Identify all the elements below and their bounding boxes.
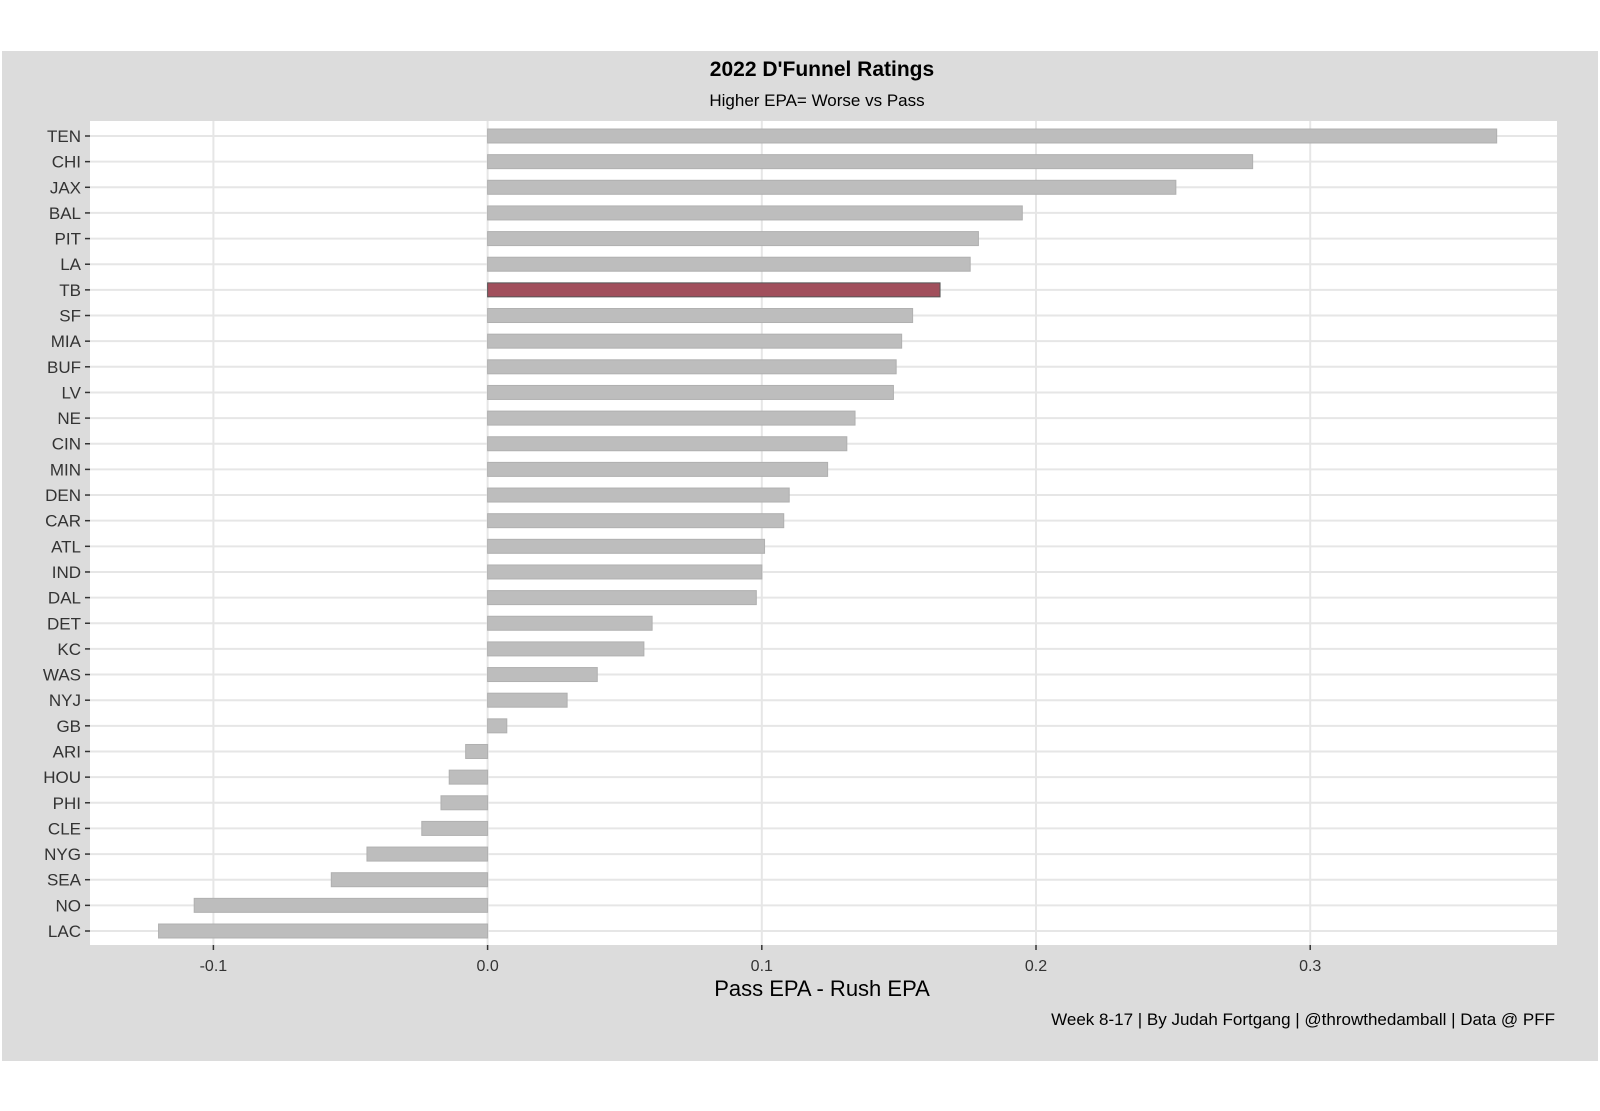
y-tick-label: TB <box>59 281 81 300</box>
y-tick-label: ARI <box>53 742 81 761</box>
x-tick-label: 0.1 <box>751 958 773 975</box>
y-tick-label: SF <box>59 307 81 326</box>
bar-cin <box>487 436 848 452</box>
y-tick-label: NYJ <box>49 691 81 710</box>
bar-gb <box>487 718 508 734</box>
bar-tb <box>487 282 941 298</box>
y-tick-label: BAL <box>49 204 81 223</box>
bar-nyj <box>487 692 568 708</box>
y-tick-label: CIN <box>52 435 81 454</box>
bar-ari <box>465 743 489 759</box>
bar-chi <box>487 154 1254 170</box>
chart: 2022 D'Funnel Ratings Higher EPA= Worse … <box>43 58 1557 1029</box>
bar-kc <box>487 641 645 657</box>
y-tick-label: CHI <box>52 153 81 172</box>
chart-subtitle: Higher EPA= Worse vs Pass <box>709 91 924 110</box>
bar-ten <box>487 128 1498 144</box>
bar-lac <box>158 923 489 939</box>
bar-den <box>487 487 790 503</box>
bar-phi <box>440 795 489 811</box>
bar-jax <box>487 179 1177 195</box>
y-tick-label: MIA <box>51 332 82 351</box>
x-axis: -0.1 0.0 0.1 0.2 0.3 <box>200 945 1321 975</box>
y-tick-label: MIN <box>50 460 81 479</box>
y-tick-label: ATL <box>51 537 81 556</box>
bar-ind <box>487 564 763 580</box>
bar-pit <box>487 231 979 247</box>
y-tick-label: CAR <box>45 512 81 531</box>
y-tick-label: CLE <box>48 819 81 838</box>
bar-ne <box>487 410 856 426</box>
y-tick-label: NYG <box>44 845 81 864</box>
y-tick-label: PIT <box>55 230 81 249</box>
bar-no <box>193 897 489 913</box>
y-axis: TEN CHI JAX BAL PIT LA TB SF MIA BUF LV NE CIN MIN DEN… <box>43 127 90 941</box>
bar-mia <box>487 333 903 349</box>
bar-hou <box>448 769 489 785</box>
y-tick-label: LAC <box>48 922 81 941</box>
bar-la <box>487 256 971 272</box>
y-tick-label: KC <box>57 640 81 659</box>
bar-dal <box>487 590 757 606</box>
y-tick-label: LA <box>60 255 81 274</box>
y-tick-label: PHI <box>53 794 81 813</box>
bar-min <box>487 461 829 477</box>
y-tick-label: JAX <box>50 178 81 197</box>
y-tick-label: DET <box>47 614 81 633</box>
bar-car <box>487 513 785 529</box>
y-tick-label: DEN <box>45 486 81 505</box>
bars <box>158 128 1498 939</box>
x-tick-label: -0.1 <box>200 958 228 975</box>
bar-sf <box>487 308 914 324</box>
x-tick-label: 0.2 <box>1025 958 1047 975</box>
chart-title: 2022 D'Funnel Ratings <box>710 58 934 81</box>
x-tick-label: 0.0 <box>476 958 498 975</box>
y-tick-label: BUF <box>47 358 81 377</box>
y-tick-label: HOU <box>43 768 81 787</box>
bar-nyg <box>366 846 489 862</box>
bar-sea <box>330 872 489 888</box>
bar-lv <box>487 384 894 400</box>
bar-was <box>487 667 598 683</box>
bar-atl <box>487 538 766 554</box>
bar-det <box>487 615 653 631</box>
y-tick-label: NO <box>56 896 82 915</box>
bar-cle <box>421 820 489 836</box>
y-tick-label: WAS <box>43 666 81 685</box>
bar-bal <box>487 205 1023 221</box>
y-tick-label: NE <box>57 409 81 428</box>
bar-buf <box>487 359 897 375</box>
plot-background: 2022 D'Funnel Ratings Higher EPA= Worse … <box>2 51 1598 1061</box>
x-axis-title: Pass EPA - Rush EPA <box>714 976 930 1001</box>
y-tick-label: GB <box>56 717 81 736</box>
y-tick-label: TEN <box>47 127 81 146</box>
y-tick-label: SEA <box>47 871 82 890</box>
x-tick-label: 0.3 <box>1299 958 1321 975</box>
y-tick-label: LV <box>61 383 81 402</box>
y-tick-label: DAL <box>48 589 81 608</box>
y-tick-label: IND <box>52 563 81 582</box>
chart-caption: Week 8-17 | By Judah Fortgang | @throwth… <box>1051 1010 1555 1029</box>
